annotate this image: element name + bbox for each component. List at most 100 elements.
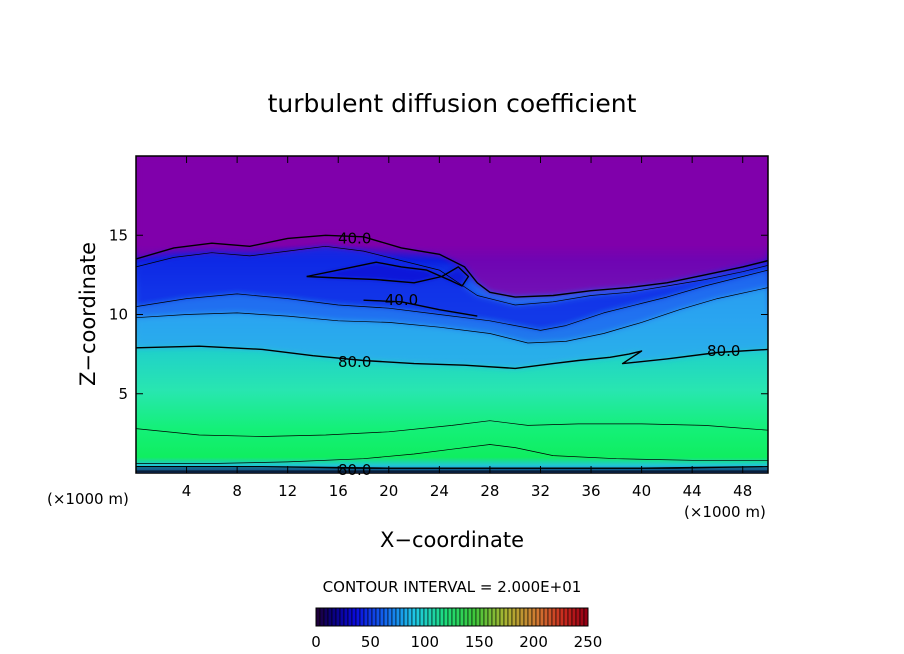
- x-unit-left: (×1000 m): [47, 490, 129, 508]
- contour-line-2: [363, 299, 478, 317]
- y-tick-label-0: 5: [118, 385, 128, 403]
- contour-label-0: 40.0: [338, 229, 371, 247]
- colorbar-cell-49: [511, 607, 517, 627]
- x-tick-label-7: 32: [531, 482, 550, 500]
- x-tick-label-3: 16: [329, 482, 348, 500]
- x-tick-label-11: 48: [733, 482, 752, 500]
- contour-line-1: [306, 261, 470, 287]
- colorbar-cell-23: [407, 607, 413, 627]
- colorbar-cell-21: [399, 607, 405, 627]
- colorbar-cell-36: [459, 607, 465, 627]
- colorbar-cell-42: [483, 607, 489, 627]
- colorbar-cell-62: [563, 607, 569, 627]
- contour-label-4: 80.0: [338, 461, 371, 479]
- colorbar-cell-64: [571, 607, 577, 627]
- colorbar-cell-8: [347, 607, 353, 627]
- colorbar-cell-33: [447, 607, 453, 627]
- colorbar-cell-14: [371, 607, 377, 627]
- colorbar-cell-19: [391, 607, 397, 627]
- shade-band-0: [136, 156, 768, 298]
- colorbar-tick-label-4: 200: [519, 633, 548, 651]
- colorbar-tick-label-5: 250: [574, 633, 603, 651]
- x-tick-label-6: 28: [480, 482, 499, 500]
- colorbar-cell-25: [415, 607, 421, 627]
- y-tick-label-2: 15: [109, 226, 128, 244]
- colorbar-cell-60: [555, 607, 561, 627]
- colorbar-cell-22: [403, 607, 409, 627]
- colorbar-cell-7: [343, 607, 349, 627]
- colorbar-cell-13: [367, 607, 373, 627]
- x-tick-label-5: 24: [430, 482, 449, 500]
- x-unit-right: (×1000 m): [684, 503, 766, 521]
- colorbar-cell-2: [323, 607, 329, 627]
- colorbar-cell-31: [439, 607, 445, 627]
- contour-line-8: [136, 444, 768, 464]
- contour-line-7: [136, 420, 768, 437]
- colorbar-cell-44: [491, 607, 497, 627]
- y-tick-label-1: 10: [109, 306, 128, 324]
- contour-line-9: [136, 466, 768, 469]
- colorbar-cell-53: [527, 607, 533, 627]
- colorbar-cell-39: [471, 607, 477, 627]
- colorbar-cell-57: [543, 607, 549, 627]
- colorbar-cell-10: [355, 607, 361, 627]
- contour-label-3: 80.0: [707, 342, 740, 360]
- colorbar-cell-29: [431, 607, 437, 627]
- colorbar-cell-27: [423, 607, 429, 627]
- contour-line-0: [136, 234, 768, 298]
- contour-line-6: [136, 345, 768, 370]
- colorbar-cell-32: [443, 607, 449, 627]
- colorbar-cell-11: [359, 607, 365, 627]
- colorbar-tick-label-1: 50: [361, 633, 380, 651]
- shade-band-3: [136, 287, 768, 369]
- x-tick-label-8: 36: [581, 482, 600, 500]
- colorbar-cell-6: [339, 607, 345, 627]
- colorbar-cell-15: [375, 607, 381, 627]
- colorbar-cell-58: [547, 607, 553, 627]
- colorbar-cell-37: [463, 607, 469, 627]
- x-tick-label-10: 44: [683, 482, 702, 500]
- colorbar-cell-35: [455, 607, 461, 627]
- contour-line-5: [136, 287, 768, 344]
- colorbar-cell-47: [503, 607, 509, 627]
- colorbar-cell-38: [467, 607, 473, 627]
- chart-title: turbulent diffusion coefficient: [268, 89, 637, 118]
- x-tick-label-2: 12: [278, 482, 297, 500]
- shade-band-blob: [306, 262, 469, 286]
- colorbar-cell-59: [551, 607, 557, 627]
- colorbar-cell-28: [427, 607, 433, 627]
- colorbar-cell-20: [395, 607, 401, 627]
- colorbar-cell-51: [519, 607, 525, 627]
- colorbar-cell-50: [515, 607, 521, 627]
- colorbar-cell-40: [475, 607, 481, 627]
- colorbar-cell-61: [559, 607, 565, 627]
- contour-line-3: [136, 245, 768, 306]
- x-tick-label-9: 40: [632, 482, 651, 500]
- contour-line-4: [136, 269, 768, 331]
- colorbar-cell-9: [351, 607, 357, 627]
- contour-label-1: 40.0: [385, 291, 418, 309]
- colorbar-cell-30: [435, 607, 441, 627]
- colorbar: [315, 607, 589, 627]
- contour-interval-text: CONTOUR INTERVAL = 2.000E+01: [323, 578, 582, 596]
- y-axis-label: Z−coordinate: [76, 242, 100, 386]
- colorbar-cell-18: [387, 607, 393, 627]
- x-tick-label-1: 8: [232, 482, 242, 500]
- colorbar-cell-65: [575, 607, 581, 627]
- colorbar-cell-67: [583, 607, 589, 627]
- colorbar-cell-63: [567, 607, 573, 627]
- colorbar-cell-55: [535, 607, 541, 627]
- colorbar-cell-4: [331, 607, 337, 627]
- colorbar-cell-43: [487, 607, 493, 627]
- plot-area: [136, 156, 768, 473]
- colorbar-cell-17: [383, 607, 389, 627]
- colorbar-tick-label-2: 100: [410, 633, 439, 651]
- x-tick-label-4: 20: [379, 482, 398, 500]
- colorbar-cell-1: [319, 607, 325, 627]
- colorbar-cell-46: [499, 607, 505, 627]
- colorbar-cell-41: [479, 607, 485, 627]
- colorbar-cell-3: [327, 607, 333, 627]
- colorbar-cell-34: [451, 607, 457, 627]
- shade-band-1: [136, 246, 768, 331]
